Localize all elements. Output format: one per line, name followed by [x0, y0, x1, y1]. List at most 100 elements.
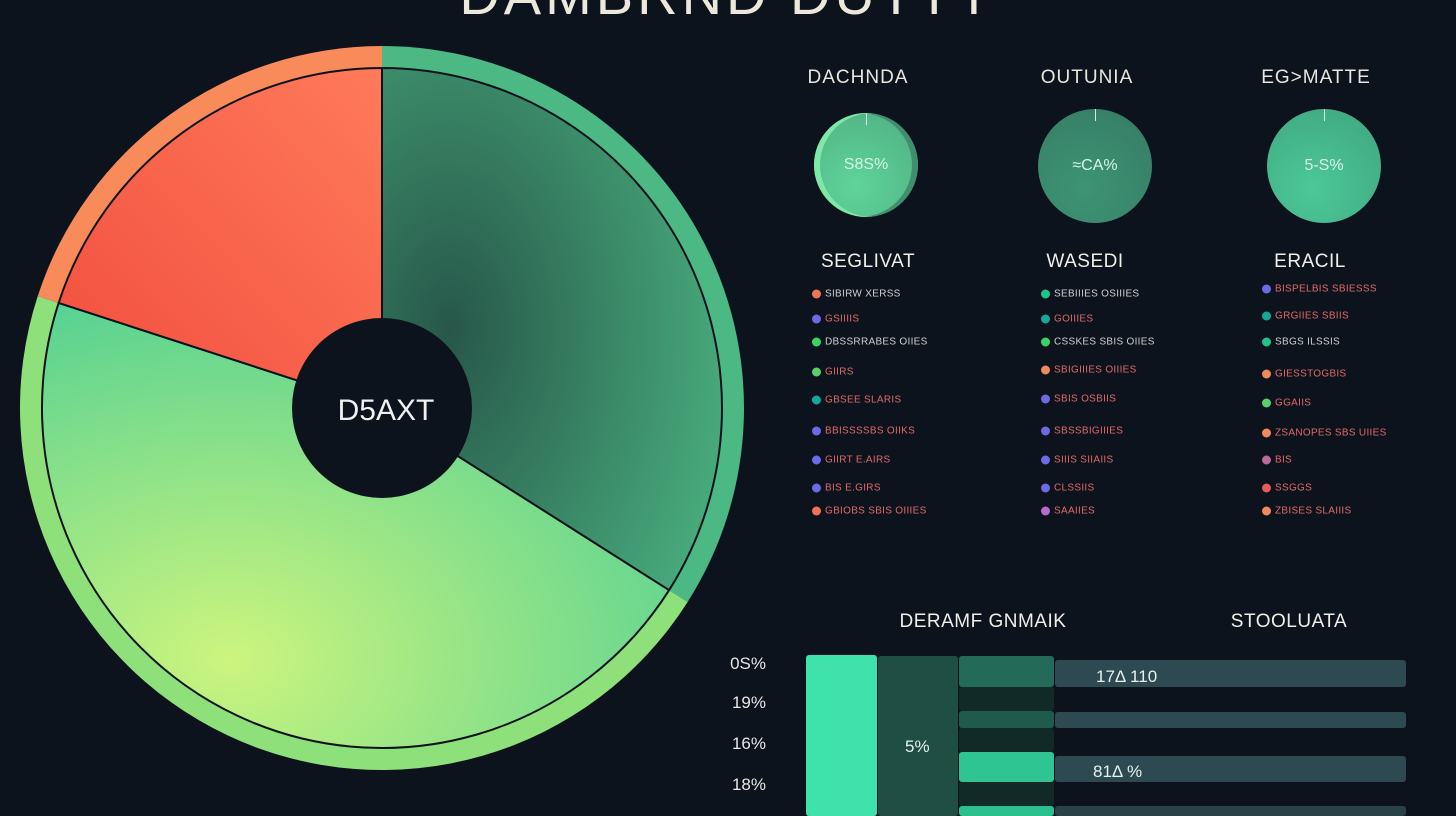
legend-item: GOIIIES: [1041, 314, 1093, 325]
legend-label: GIIRS: [825, 366, 854, 378]
legend-item: SBIGIIIES OIIIES: [1041, 365, 1137, 376]
legend-dot-icon: [1041, 394, 1050, 404]
legend-label: SBSSBIGIIIES: [1054, 425, 1124, 437]
legend-item: GGAIIS: [1262, 398, 1311, 409]
bar-segment: [959, 728, 1054, 752]
gauge-tick: [1324, 109, 1325, 121]
legend-title: WASEDI: [1046, 251, 1124, 272]
gauge-value: 5-S%: [1304, 157, 1344, 174]
bar-segment: [806, 655, 877, 816]
legend-label: GOIIIES: [1054, 313, 1094, 325]
legend-dot-icon: [1041, 289, 1050, 299]
legend-item: SIIIS SIIAIIS: [1041, 455, 1113, 466]
legend-dot-icon: [1041, 337, 1050, 347]
legend-item: DBSSRRABES OIIES: [812, 337, 928, 348]
y-tick-label: 0S%: [730, 654, 766, 673]
legend-label: CSSKES SBIS OIIES: [1054, 336, 1155, 348]
donut-chart: D5AXT: [19, 46, 744, 771]
pie-slice[interactable]: [41, 301, 671, 749]
legend-label: BBISSSSBS OIIKS: [825, 425, 916, 437]
legend-label: BISPELBIS SBIESSS: [1275, 283, 1377, 295]
legend-item: GIESSTOGBIS: [1262, 369, 1346, 380]
legend-dot-icon: [812, 289, 821, 299]
legend-dot-icon: [1041, 506, 1050, 516]
bar-segment: [959, 711, 1054, 728]
legend-label: SBIS OSBIIS: [1054, 393, 1117, 405]
legend-label: SIIIS SIIAIIS: [1054, 454, 1114, 466]
gauge-circle: [1038, 109, 1152, 223]
legend-item: GSIIIIS: [812, 314, 859, 325]
legend-label: SAAIIES: [1054, 505, 1096, 517]
donut-hole: [292, 318, 472, 498]
legend-label: SSGGS: [1275, 482, 1313, 494]
legend-item: SBSSBIGIIIES: [1041, 426, 1123, 437]
legend-dot-icon: [812, 337, 821, 347]
legend-item: BIS E.GIRS: [812, 483, 881, 494]
legend-label: GIESSTOGBIS: [1275, 368, 1347, 380]
legend-item: ZSANOPES SBS UIIES: [1262, 428, 1387, 439]
legend-item: SBIS OSBIIS: [1041, 394, 1116, 405]
legend-label: SBIGIIIES OIIIES: [1054, 364, 1137, 376]
legend-dot-icon: [812, 367, 821, 377]
legend-label: GIIRT E.AIRS: [825, 454, 891, 466]
bar-segment: [1055, 756, 1406, 782]
gauge-tick: [1095, 109, 1096, 121]
legend-item: SSGGS: [1262, 483, 1312, 494]
bar-segment: [959, 782, 1054, 806]
legend-item: GBIOBS SBIS OIIIES: [812, 506, 927, 517]
bar-segment: [1055, 806, 1406, 816]
legend-dot-icon: [1041, 455, 1050, 465]
legend-item: CSSKES SBIS OIIES: [1041, 337, 1155, 348]
bar-segment: [1055, 712, 1406, 728]
gauge-title: EG>MATTE: [1261, 67, 1371, 88]
legend-label: CLSSIIS: [1054, 482, 1095, 494]
legend-item: SEBIIIES OSIIIES: [1041, 289, 1139, 300]
gauge-circle: [814, 113, 918, 217]
gauge-value: ≈CA%: [1072, 157, 1118, 174]
gauge-circle: [1267, 109, 1381, 223]
bar-data-label: 17Δ 110: [1096, 667, 1158, 686]
legend-dot-icon: [812, 426, 821, 436]
y-tick-label: 18%: [731, 775, 766, 794]
legend-item: ZBISES SLAIIIS: [1262, 506, 1351, 517]
donut-center-label: D5AXT: [338, 394, 435, 427]
gauge-title: DACHNDA: [807, 67, 909, 88]
legend-dot-icon: [1041, 426, 1050, 436]
bar-segment: [959, 656, 1054, 687]
legend-label: GBIOBS SBIS OIIIES: [825, 505, 927, 517]
legend-dot-icon: [812, 506, 821, 516]
bar-segment: [959, 687, 1054, 711]
legend-item: CLSSIIS: [1041, 483, 1094, 494]
legend-label: GBSEE SLARIS: [825, 394, 902, 406]
stats-section-title: STOOLUATA: [1230, 611, 1348, 632]
legend-dot-icon: [1041, 483, 1050, 493]
pie-slice[interactable]: [381, 66, 723, 592]
legend-dot-icon: [1262, 369, 1271, 379]
legend-item: GIIRT E.AIRS: [812, 455, 890, 466]
bar-data-label: 81Δ %: [1093, 762, 1143, 781]
legend-title: SEGLIVAT: [820, 251, 916, 272]
page-title: DAMBRND DUTTY: [0, 0, 1456, 27]
legend-label: ZSANOPES SBS UIIES: [1275, 427, 1387, 439]
legend-dot-icon: [1262, 483, 1271, 493]
legend-item: SBGS ILSSIS: [1262, 337, 1340, 348]
y-tick-label: 16%: [731, 734, 766, 753]
legend-label: BIS E.GIRS: [825, 482, 881, 494]
bar-data-label: 5%: [905, 737, 930, 756]
legend-dot-icon: [1262, 455, 1271, 465]
legend-item: BIS: [1262, 455, 1292, 466]
legend-dot-icon: [1262, 506, 1271, 516]
legend-dot-icon: [812, 483, 821, 493]
legend-item: BBISSSSBS OIIKS: [812, 426, 915, 437]
gauge-title: OUTUNIA: [1040, 67, 1134, 88]
gauge-tick: [866, 113, 867, 125]
legend-label: SBGS ILSSIS: [1275, 336, 1340, 348]
y-tick-label: 19%: [731, 693, 766, 712]
bar-segment: [959, 806, 1054, 816]
legend-dot-icon: [1262, 284, 1271, 294]
pie-slice[interactable]: [57, 66, 383, 410]
legend-dot-icon: [812, 314, 821, 324]
legend-label: BIS: [1275, 454, 1293, 466]
legend-dot-icon: [1041, 314, 1050, 324]
legend-label: SEBIIIES OSIIIES: [1054, 288, 1140, 300]
